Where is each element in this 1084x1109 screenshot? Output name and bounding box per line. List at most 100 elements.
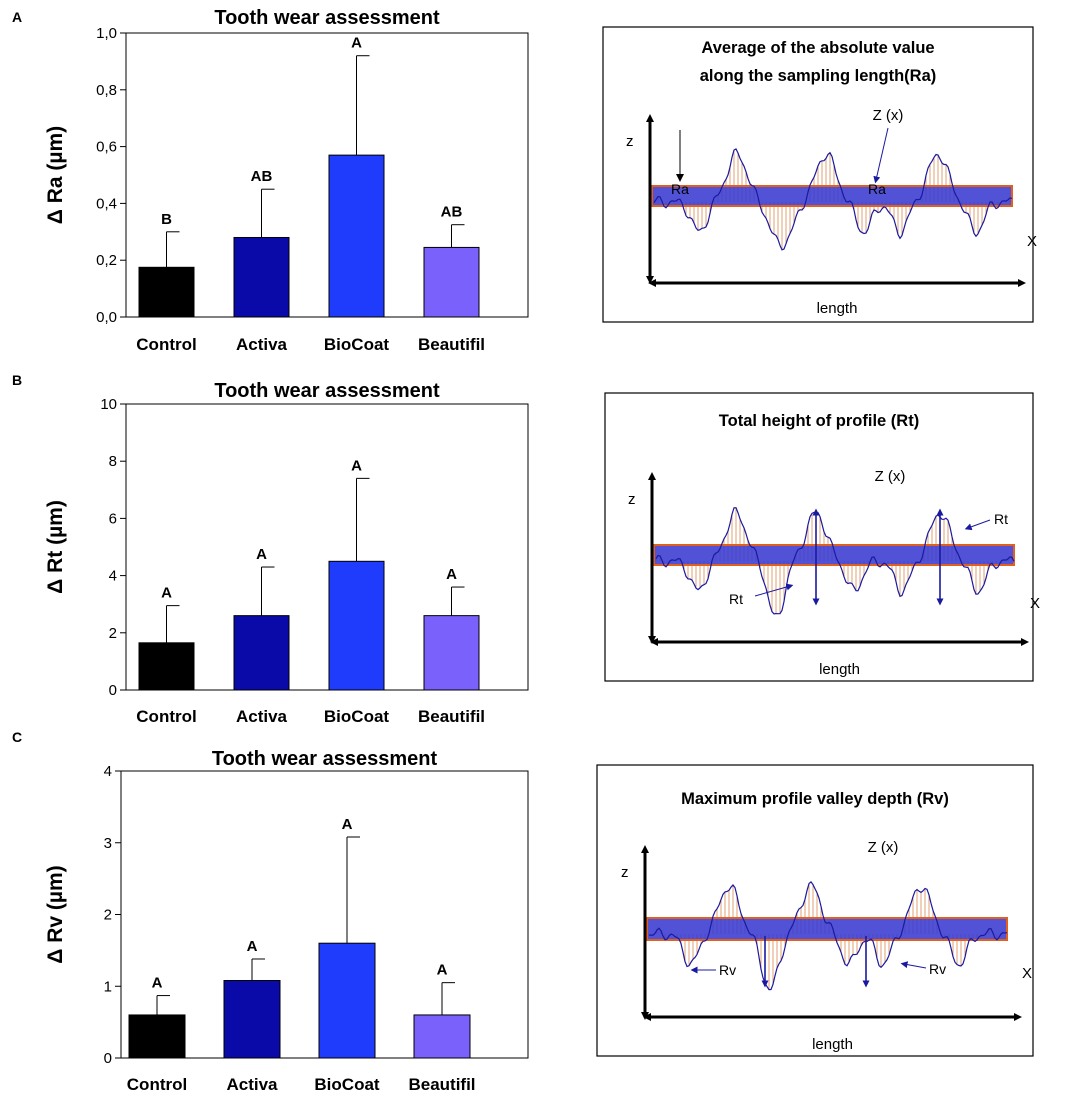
y-tick-label: 0 (104, 1050, 112, 1067)
y-tick-label: 8 (109, 453, 117, 470)
x-axis-label: X (1022, 965, 1032, 982)
category-label: Activa (236, 707, 288, 726)
diagram-title: Total height of profile (Rt) (719, 412, 919, 430)
rt-pointer-2 (754, 583, 794, 597)
y-axis-label: Δ Rt (µm) (44, 500, 67, 594)
z-axis-label: z (621, 864, 629, 881)
rt-marker-2: Rt (729, 591, 743, 607)
plot-frame (125, 403, 529, 691)
diagram-title: Maximum profile valley depth (Rv) (681, 790, 949, 808)
y-tick-label: 0,6 (96, 139, 117, 156)
bar-activa (233, 236, 290, 318)
category-label: Activa (236, 335, 288, 354)
surface-profile (655, 507, 1015, 615)
surface-profile (648, 880, 1008, 991)
profile-pointer (873, 127, 889, 184)
panel-label-b: B (12, 372, 22, 388)
significance-label: A (351, 457, 362, 474)
bar-activa (233, 615, 290, 691)
category-label: BioCoat (324, 335, 390, 354)
plot-frame (125, 32, 529, 318)
category-label: Control (136, 335, 196, 354)
category-label: BioCoat (314, 1075, 380, 1094)
significance-label: AB (251, 168, 273, 185)
function-label: Z (x) (875, 468, 906, 485)
y-axis-label: Δ Rv (µm) (44, 865, 67, 963)
significance-label: B (161, 211, 172, 228)
significance-label: A (161, 585, 172, 602)
category-label: BioCoat (324, 707, 390, 726)
y-tick-label: 1 (104, 978, 112, 995)
y-tick-label: 0,0 (96, 309, 117, 326)
length-label: length (819, 661, 860, 678)
category-label: Beautifil (418, 335, 485, 354)
bar-beautifil (423, 246, 480, 318)
y-tick-label: 0,2 (96, 252, 117, 269)
function-label: Z (x) (873, 107, 904, 124)
ra-marker-2: Ra (868, 181, 886, 197)
mean-band (646, 917, 1008, 941)
significance-label: A (256, 546, 267, 563)
length-label: length (812, 1036, 853, 1053)
y-axis-label: Δ Ra (µm) (44, 126, 67, 224)
y-tick-label: 10 (100, 396, 117, 413)
diagram-title: Average of the absolute value (701, 39, 934, 57)
bar-control (138, 266, 195, 318)
x-axis-label: X (1030, 595, 1040, 612)
length-label: length (817, 300, 858, 317)
z-axis-label: z (628, 491, 636, 508)
category-label: Beautifil (418, 707, 485, 726)
function-label: Z (x) (868, 839, 899, 856)
bar-biocoat (328, 154, 385, 318)
bar-beautifil (413, 1014, 471, 1059)
y-tick-label: 1,0 (96, 25, 117, 42)
mean-band (651, 185, 1013, 207)
category-label: Control (136, 707, 196, 726)
y-tick-label: 0,8 (96, 82, 117, 99)
y-tick-label: 3 (104, 835, 112, 852)
z-axis-label: z (626, 133, 634, 150)
panel-label-a: A (12, 9, 22, 25)
y-tick-label: 2 (109, 625, 117, 642)
rv-pointer-2 (900, 961, 927, 969)
panel-label-c: C (12, 729, 22, 745)
y-tick-label: 4 (104, 763, 112, 780)
chart-0: Tooth wear assessment 0,0 0,2 0,4 0,6 0,8 1,0 Δ… (44, 7, 529, 354)
chart-title: Tooth wear assessment (214, 380, 440, 402)
diagram-frame (604, 392, 1034, 682)
y-tick-label: 6 (109, 510, 117, 527)
rv-marker-1: Rv (719, 962, 736, 978)
bar-control (138, 642, 195, 691)
chart-title: Tooth wear assessment (212, 748, 438, 770)
category-label: Activa (226, 1075, 278, 1094)
chart-1: Tooth wear assessment 0 2 4 6 8 10 Δ Rt (µm) A Co… (44, 380, 529, 726)
surface-profile (653, 148, 1013, 251)
rt-marker-1: Rt (994, 511, 1008, 527)
diagram-2: Maximum profile valley depth (Rv) z Xlengt… (596, 764, 1034, 1057)
y-tick-label: 4 (109, 568, 117, 585)
significance-label: A (247, 938, 258, 955)
significance-label: A (446, 566, 457, 583)
bar-beautifil (423, 615, 480, 691)
diagram-frame (596, 764, 1034, 1057)
roughness-diagrams: Average of the absolute value along the s… (596, 26, 1040, 1057)
diagram-0: Average of the absolute value along the s… (602, 26, 1037, 323)
bar-activa (223, 980, 281, 1059)
chart-title: Tooth wear assessment (214, 7, 440, 29)
x-axis-label: X (1027, 233, 1037, 250)
significance-label: A (437, 962, 448, 979)
y-tick-label: 2 (104, 907, 112, 924)
chart-2: Tooth wear assessment 0 1 2 3 4 Δ Rv (µm) A Cont… (44, 748, 529, 1094)
bar-biocoat (328, 560, 385, 691)
rt-pointer-1 (964, 519, 991, 531)
bar-control (128, 1014, 186, 1059)
rv-marker-2: Rv (929, 961, 946, 977)
significance-label: A (342, 816, 353, 833)
bar-biocoat (318, 942, 376, 1059)
significance-label: AB (441, 204, 463, 221)
significance-label: A (152, 975, 163, 992)
y-tick-label: 0 (109, 682, 117, 699)
category-label: Control (127, 1075, 187, 1094)
ra-marker-1: Ra (671, 181, 689, 197)
